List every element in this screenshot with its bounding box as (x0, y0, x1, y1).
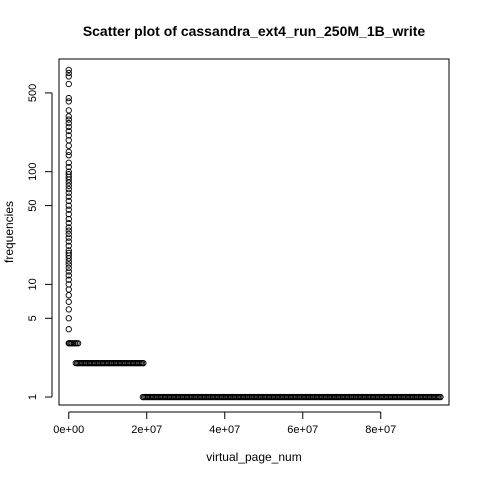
data-point (437, 393, 444, 401)
data-point (65, 148, 72, 155)
data-point (65, 315, 72, 322)
x-axis-label: virtual_page_num (206, 450, 301, 464)
data-point (65, 119, 72, 127)
data-point (65, 210, 72, 218)
data-point-run (72, 359, 147, 367)
data-point (65, 182, 72, 189)
data-point (65, 123, 72, 130)
data-point-run (139, 393, 444, 401)
data-point (65, 234, 72, 241)
data-point (65, 73, 72, 80)
data-point (65, 215, 72, 223)
x-axis: 0e+00 2e+07 4e+07 6e+07 8e+07 (53, 411, 396, 436)
x-tick-label: 8e+07 (365, 424, 396, 436)
data-point (65, 224, 72, 231)
y-tick-label: 100 (27, 163, 39, 181)
data-point (65, 185, 72, 193)
data-point (65, 179, 72, 186)
data-point (65, 152, 72, 159)
y-tick-label: 5 (27, 315, 39, 321)
x-tick-label: 4e+07 (209, 424, 240, 436)
data-point (65, 326, 72, 333)
y-axis-label: frequencies (2, 201, 16, 263)
data-point (65, 202, 72, 209)
data-point (65, 107, 72, 114)
data-point (65, 238, 72, 245)
data-point (65, 272, 72, 279)
data-point (65, 286, 72, 293)
data-point (65, 261, 72, 268)
data-point (65, 159, 72, 166)
data-point (65, 193, 72, 200)
x-tick-label: 6e+07 (287, 424, 318, 436)
plot-frame (58, 58, 450, 406)
data-point (65, 197, 72, 205)
x-tick-label: 2e+07 (131, 424, 162, 436)
data-point (65, 298, 72, 305)
data-point (65, 242, 72, 249)
data-point (74, 340, 82, 347)
data-point (65, 268, 72, 275)
data-point (65, 163, 72, 171)
data-point (65, 264, 72, 272)
data-point (65, 255, 72, 262)
data-point (65, 127, 72, 135)
data-point (65, 206, 72, 213)
data-point (65, 219, 72, 227)
data-point (65, 227, 72, 234)
data-point (65, 66, 72, 74)
data-point (65, 142, 72, 149)
y-axis: 1 5 10 50 100 500 (27, 84, 53, 400)
y-tick-label: 1 (27, 394, 39, 400)
data-point (65, 189, 72, 196)
data-point (65, 80, 72, 88)
data-point (65, 98, 72, 105)
data-point (65, 258, 72, 265)
data-point (65, 306, 72, 313)
data-point (65, 276, 72, 283)
data-point (65, 176, 72, 183)
data-point (65, 113, 72, 120)
data-point (65, 230, 72, 238)
data-point (65, 116, 72, 123)
y-tick-label: 10 (27, 278, 39, 290)
chart-title: Scatter plot of cassandra_ext4_run_250M_… (83, 23, 426, 39)
data-points (65, 66, 444, 401)
data-point (140, 359, 147, 367)
data-point (65, 132, 72, 139)
y-tick-label: 500 (27, 84, 39, 102)
x-tick-label: 0e+00 (53, 424, 84, 436)
data-point (65, 292, 72, 299)
data-point (65, 94, 72, 102)
y-tick-label: 50 (27, 199, 39, 211)
data-point (65, 69, 72, 77)
